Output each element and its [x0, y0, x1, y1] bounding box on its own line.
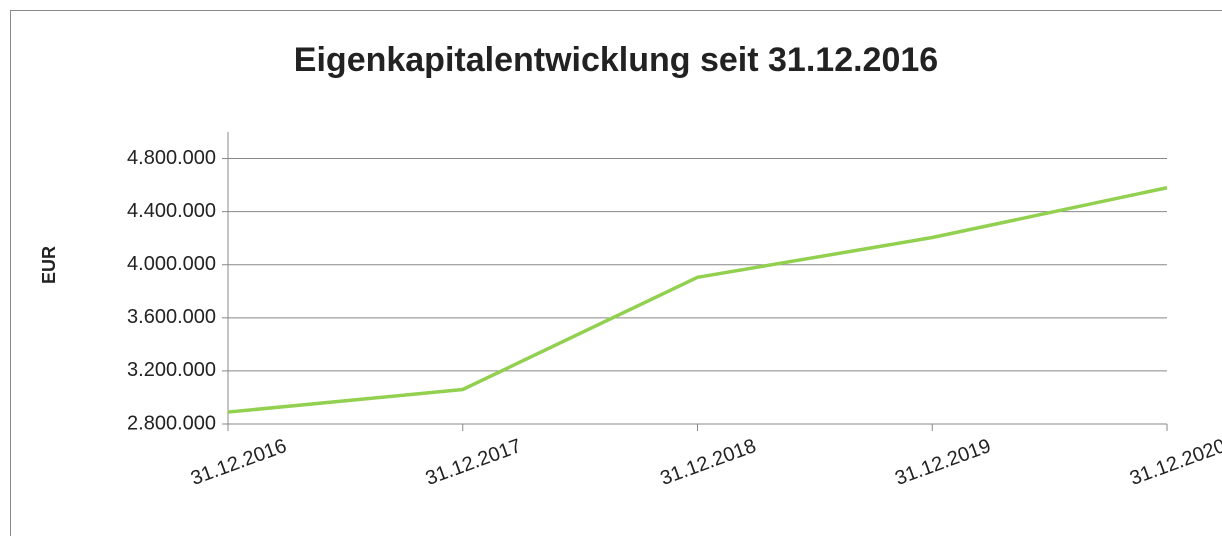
y-tick-label: 4.800.000	[127, 147, 216, 169]
y-tick-label: 3.200.000	[127, 359, 216, 381]
y-tick-label: 2.800.000	[127, 412, 216, 434]
y-axis-title: EUR	[39, 246, 59, 284]
y-tick-label: 4.400.000	[127, 200, 216, 222]
y-tick-label: 4.000.000	[127, 253, 216, 275]
chart-border	[10, 10, 1222, 536]
chart-title: Eigenkapitalentwicklung seit 31.12.2016	[294, 41, 938, 79]
data-line	[227, 186, 1168, 414]
y-tick-label: 3.600.000	[127, 306, 216, 328]
